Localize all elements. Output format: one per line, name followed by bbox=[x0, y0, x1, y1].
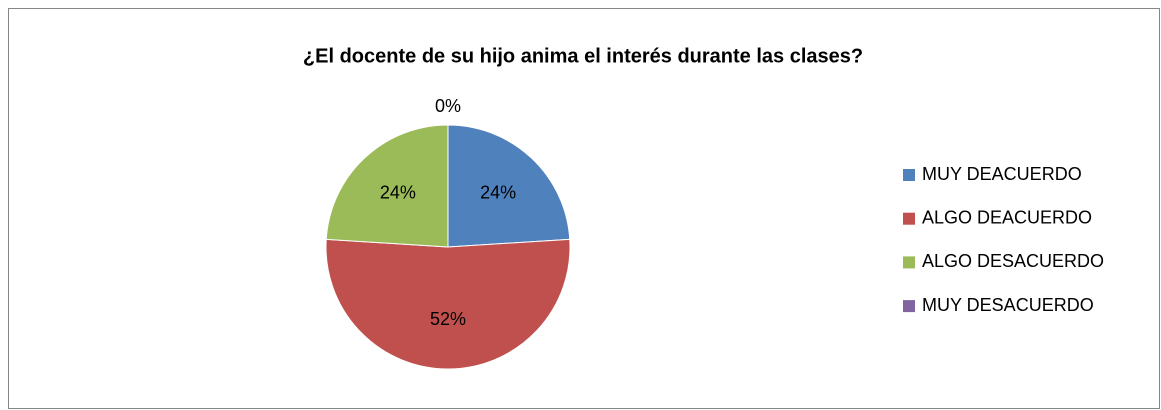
data-label: 24% bbox=[480, 182, 516, 202]
legend-label: MUY DEACUERDO bbox=[922, 164, 1082, 184]
legend-swatch bbox=[903, 212, 915, 225]
legend-swatch bbox=[903, 300, 915, 313]
chart-border bbox=[8, 8, 1160, 409]
pie-slice bbox=[325, 124, 449, 248]
pie-slice bbox=[447, 124, 571, 248]
data-label: 24% bbox=[380, 182, 416, 202]
pie-slice bbox=[325, 238, 571, 370]
legend-swatch bbox=[903, 169, 915, 181]
legend-label: ALGO DESACUERDO bbox=[922, 251, 1104, 271]
legend-swatch bbox=[903, 256, 915, 269]
legend-label: ALGO DEACUERDO bbox=[922, 207, 1092, 227]
data-label: 52% bbox=[430, 309, 466, 329]
chart-title: ¿El docente de su hijo anima el interés … bbox=[303, 45, 863, 67]
data-label: 0% bbox=[435, 96, 461, 116]
legend-label: MUY DESACUERDO bbox=[922, 295, 1094, 315]
